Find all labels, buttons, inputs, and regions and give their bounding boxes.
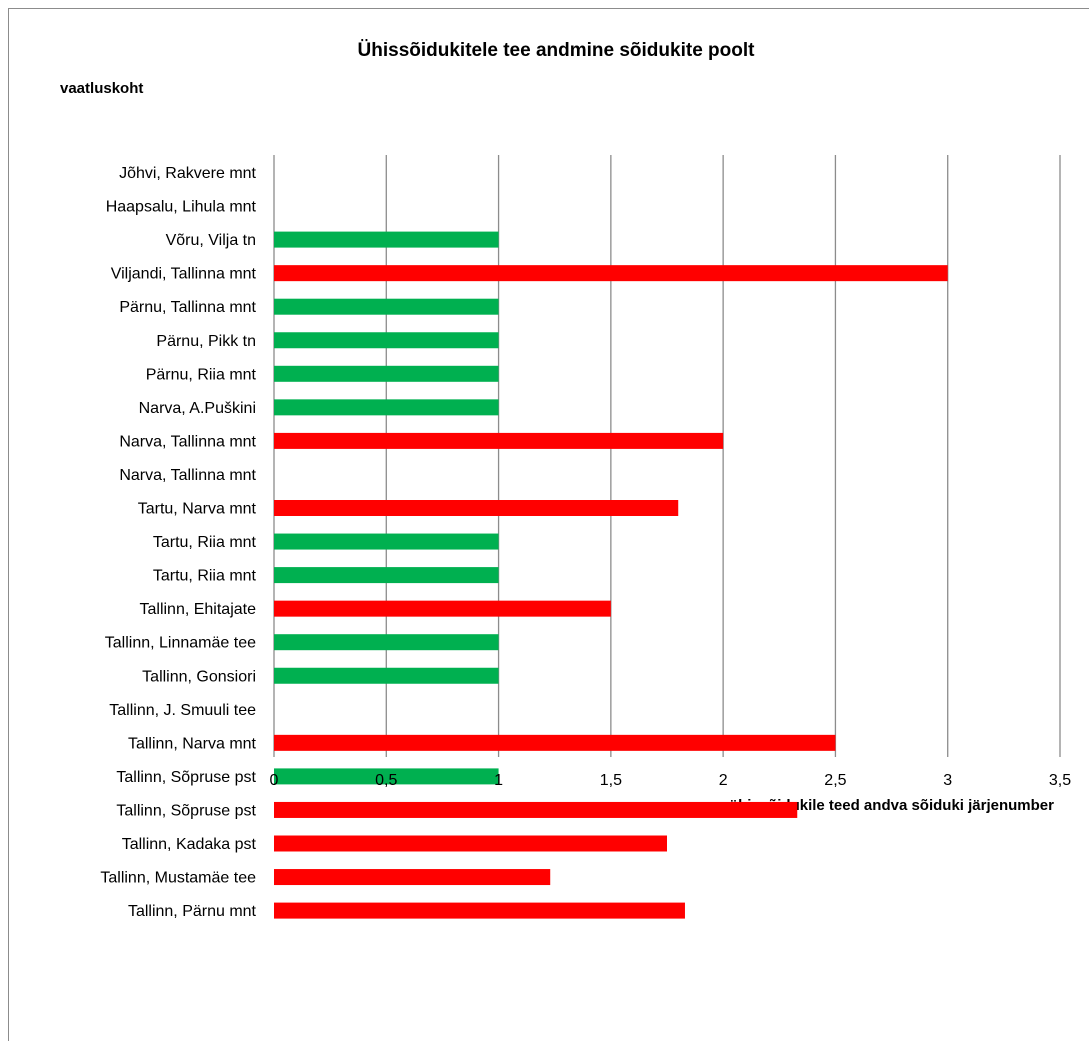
x-tick-label-1: 0,5 [375, 772, 397, 789]
category-label-7: Pärnu, Riia mnt [146, 366, 257, 383]
category-label-12: Tartu, Riia mnt [153, 534, 257, 551]
bar-16 [274, 667, 499, 684]
category-label-8: Narva, A.Puškini [139, 400, 256, 417]
category-label-5: Pärnu, Tallinna mnt [119, 299, 256, 316]
category-label-21: Tallinn, Kadaka pst [122, 836, 257, 853]
category-label-1: Jõhvi, Rakvere mnt [119, 165, 256, 182]
bar-4 [274, 265, 948, 282]
category-label-17: Tallinn, J. Smuuli tee [109, 702, 256, 719]
chart-frame [8, 8, 1089, 1041]
x-tick-labels: 0 0,5 1 1,5 2 2,5 3 3,5 [270, 772, 1072, 789]
category-label-10: Narva, Tallinna mnt [119, 467, 256, 484]
bar-18 [274, 734, 836, 751]
x-tick-label-6: 3 [943, 772, 952, 789]
chart-title: Ühissõidukitele tee andmine sõidukite po… [358, 40, 756, 61]
category-label-23: Tallinn, Pärnu mnt [128, 903, 257, 920]
category-label-9: Narva, Tallinna mnt [119, 433, 256, 450]
bar-19 [274, 768, 499, 785]
bar-14 [274, 600, 611, 617]
bar-20 [274, 801, 798, 818]
bar-11 [274, 500, 679, 516]
category-label-3: Võru, Vilja tn [166, 232, 256, 249]
bar-7 [274, 365, 499, 382]
bar-6 [274, 332, 499, 349]
category-label-11: Tartu, Narva mnt [138, 501, 257, 518]
category-label-20: Tallinn, Sõpruse pst [116, 802, 256, 819]
x-tick-label-5: 2,5 [824, 772, 846, 789]
x-tick-label-0: 0 [270, 772, 279, 789]
bar-12 [274, 533, 499, 550]
x-tick-label-4: 2 [719, 772, 728, 789]
bar-21 [274, 835, 667, 852]
x-tick-label-7: 3,5 [1049, 772, 1071, 789]
bar-9 [274, 432, 724, 449]
y-axis-title: vaatluskoht [60, 80, 143, 97]
category-label-13: Tartu, Riia mnt [153, 568, 257, 585]
category-label-19: Tallinn, Sõpruse pst [116, 769, 256, 786]
bar-23 [274, 902, 685, 919]
category-label-15: Tallinn, Linnamäe tee [105, 635, 256, 652]
x-tick-label-2: 1 [494, 772, 503, 789]
x-tick-label-3: 1,5 [600, 772, 622, 789]
bars [274, 231, 948, 919]
category-label-14: Tallinn, Ehitajate [139, 601, 256, 618]
bar-13 [274, 567, 499, 584]
gridlines [273, 155, 1061, 757]
x-axis-title: ühissõidukile teed andva sõiduki järjenu… [729, 797, 1054, 814]
category-label-18: Tallinn, Narva mnt [128, 735, 257, 752]
bar-15 [274, 634, 499, 651]
category-label-6: Pärnu, Pikk tn [156, 333, 256, 350]
bar-3 [274, 231, 499, 248]
category-label-2: Haapsalu, Lihula mnt [106, 199, 257, 216]
bar-22 [274, 869, 551, 886]
category-label-22: Tallinn, Mustamäe tee [100, 870, 256, 887]
category-label-16: Tallinn, Gonsiori [142, 668, 256, 685]
bar-5 [274, 298, 499, 315]
category-labels: Jõhvi, Rakvere mnt Haapsalu, Lihula mnt Võ… [100, 165, 256, 920]
category-label-4: Viljandi, Tallinna mnt [111, 266, 257, 283]
bar-8 [274, 399, 499, 416]
